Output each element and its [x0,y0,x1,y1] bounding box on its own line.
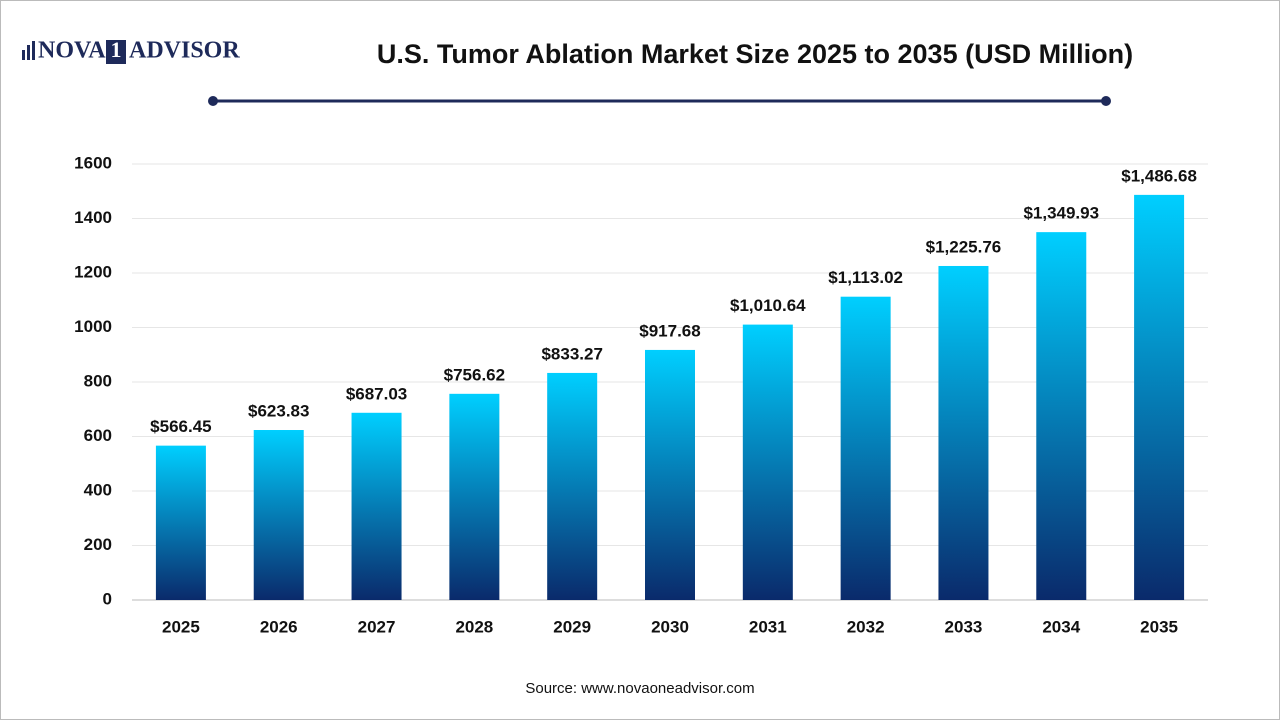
rule-dot [1101,96,1111,106]
x-tick-label: 2027 [358,617,396,636]
x-tick-label: 2032 [847,617,885,636]
value-label: $917.68 [639,321,700,340]
logo-text: NOVA [38,38,106,64]
bar [253,430,304,600]
y-tick-label: 1000 [74,317,112,336]
y-tick-label: 1400 [74,208,112,227]
x-tick-label: 2028 [455,617,493,636]
logo-text: ADVISOR [129,38,240,64]
x-tick-label: 2034 [1042,617,1080,636]
bar [1134,194,1185,600]
x-tick-label: 2029 [553,617,591,636]
chart-title: U.S. Tumor Ablation Market Size 2025 to … [377,39,1133,69]
x-tick-label: 2030 [651,617,689,636]
x-tick-label: 2025 [162,617,200,636]
bar [351,412,402,600]
source: Source: www.novaoneadvisor.com [525,680,754,697]
y-tick-label: 800 [84,371,112,390]
value-label: $566.45 [150,417,211,436]
value-label: $1,113.02 [828,268,903,287]
logo-text: 1 [111,37,122,62]
bar [645,349,695,600]
rule-dot [208,96,218,106]
x-tick-label: 2031 [749,617,787,636]
y-tick-label: 200 [84,535,112,554]
bar [840,296,891,600]
bar [742,324,793,600]
bar [449,393,500,600]
value-label: $687.03 [346,384,407,403]
value-label: $623.83 [248,401,309,420]
logo-icon [27,45,30,60]
bar [1036,232,1087,600]
x-tick-label: 2035 [1140,617,1178,636]
y-tick-label: 0 [103,589,112,608]
logo-box [106,40,126,64]
value-label: $1,349.93 [1023,204,1099,223]
x-tick-label: 2026 [260,617,298,636]
bar [938,265,989,600]
value-label: $1,225.76 [926,237,1002,256]
x-tick-label: 2033 [945,617,983,636]
y-tick-label: 1600 [74,153,112,172]
bar [155,445,206,600]
logo-icon [32,41,35,60]
value-label: $1,486.68 [1121,166,1197,185]
bar [547,372,598,600]
y-tick-label: 600 [84,426,112,445]
logo-icon [22,50,25,60]
value-label: $833.27 [541,344,602,363]
y-tick-label: 1200 [74,262,112,281]
value-label: $1,010.64 [730,296,806,315]
logo: NOVA 1 ADVISOR [22,37,240,64]
value-label: $756.62 [444,365,505,384]
y-tick-label: 400 [84,480,112,499]
